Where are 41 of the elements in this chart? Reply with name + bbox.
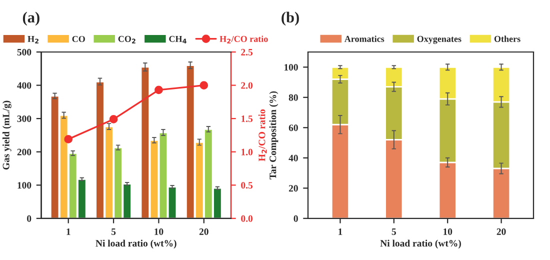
- y2-tick-label: 0.0: [241, 215, 253, 222]
- y-axis-title: Gas yield (mL/g): [2, 100, 12, 170]
- legend-label: Aromatics: [344, 36, 384, 42]
- y-tick-label: 40: [288, 154, 298, 162]
- y-tick-label: 0: [294, 215, 298, 222]
- y-axis-title: Tar Composition (%): [269, 91, 278, 180]
- y-tick-label: 500: [17, 48, 32, 56]
- y2-tick-label: 1.5: [242, 116, 253, 122]
- y-tick-label: 200: [17, 148, 32, 156]
- legend-label: CO$_{2}$: [118, 36, 136, 44]
- legend-label: CO: [72, 36, 85, 42]
- x-tick-label: 1: [338, 228, 342, 235]
- y-tick-label: 400: [17, 82, 32, 89]
- legend-label: CH$_{4}$: [169, 36, 186, 44]
- y2-tick-label: 2.5: [241, 48, 253, 56]
- legend-label: H$_{2}$/CO ratio: [220, 36, 268, 44]
- y-tick-label: 60: [288, 124, 298, 132]
- y2-tick-label: 2.0: [241, 82, 253, 89]
- y2-tick-label: 1.0: [242, 148, 253, 156]
- x-tick-label: 10: [154, 228, 164, 235]
- y-tick-label: 100: [284, 64, 298, 71]
- legend-label: Others: [494, 36, 520, 42]
- x-tick-label: 5: [111, 228, 116, 235]
- x-tick-label: 20: [496, 228, 506, 235]
- x-tick-label: 10: [444, 228, 452, 235]
- x-tick-label: 5: [392, 228, 396, 235]
- x-tick-label: 20: [199, 228, 208, 235]
- x-axis-title: Ni load ratio (wt%): [380, 240, 461, 249]
- y2-tick-label: 0.5: [241, 182, 253, 189]
- chart-title: (a): [22, 12, 40, 26]
- legend-label: H$_{2}$: [28, 36, 38, 44]
- legend-label: Oxygenates: [417, 36, 462, 44]
- y-tick-label: 100: [18, 182, 32, 189]
- x-axis-title: Ni load ratio (wt%): [96, 240, 176, 249]
- y-tick-label: 300: [17, 115, 32, 122]
- y-tick-label: 80: [288, 94, 298, 101]
- chart-title: (b): [282, 12, 299, 26]
- y-tick-label: 0: [27, 215, 32, 222]
- y-tick-label: 20: [288, 185, 298, 192]
- x-tick-label: 1: [66, 228, 70, 235]
- y2-axis-title: H$_{2}$/CO ratio: [258, 109, 267, 162]
